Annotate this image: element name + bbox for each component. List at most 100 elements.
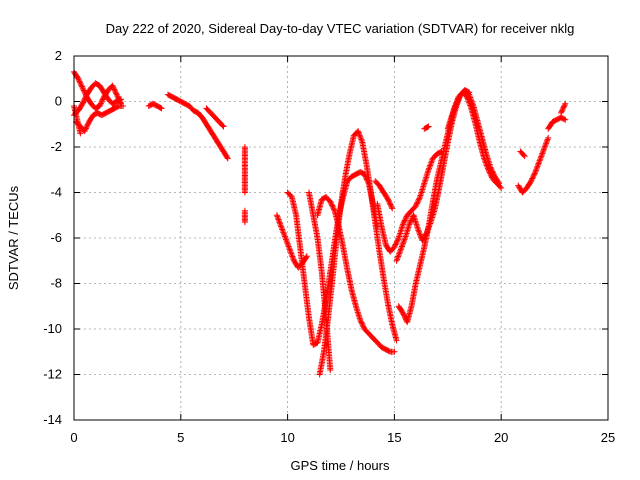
- data-point: [449, 110, 456, 117]
- data-point: [542, 142, 549, 149]
- data-point: [393, 240, 400, 247]
- data-point: [531, 170, 538, 177]
- data-point: [423, 230, 430, 237]
- data-point: [281, 233, 288, 240]
- data-point: [412, 203, 419, 210]
- data-point: [220, 123, 227, 130]
- data-point: [450, 109, 457, 116]
- data-point: [406, 220, 413, 227]
- data-point: [357, 316, 364, 323]
- data-point: [120, 103, 127, 110]
- data-point: [117, 96, 124, 103]
- x-axis-label: GPS time / hours: [291, 458, 390, 473]
- data-point: [530, 172, 537, 179]
- data-point: [75, 77, 82, 84]
- data-point: [327, 366, 334, 373]
- data-point: [281, 232, 288, 239]
- data-point: [287, 249, 294, 256]
- data-point: [286, 244, 293, 251]
- data-point: [284, 240, 291, 247]
- data-point: [396, 249, 403, 256]
- data-point: [398, 244, 405, 251]
- data-point: [415, 227, 422, 234]
- data-point: [426, 223, 433, 230]
- data-point: [533, 166, 540, 173]
- data-point: [84, 122, 91, 129]
- data-point: [544, 136, 551, 143]
- data-point: [528, 178, 535, 185]
- data-point: [219, 122, 226, 129]
- y-tick-label: -4: [50, 185, 62, 200]
- data-point: [274, 213, 281, 220]
- data-point: [283, 237, 290, 244]
- data-point: [330, 206, 337, 213]
- data-point: [327, 199, 334, 206]
- series-arc-21: [444, 87, 473, 132]
- data-point: [357, 135, 364, 142]
- data-point: [535, 161, 542, 168]
- data-point: [466, 93, 473, 100]
- data-point: [426, 165, 433, 172]
- data-point: [81, 96, 88, 103]
- data-point: [398, 243, 405, 250]
- data-point: [535, 160, 542, 167]
- data-point: [408, 217, 415, 224]
- data-point: [391, 244, 398, 251]
- data-point: [536, 159, 543, 166]
- data-point: [158, 105, 165, 112]
- data-point: [558, 109, 565, 116]
- data-point: [520, 151, 527, 158]
- series-arc-20: [393, 87, 503, 264]
- data-point: [289, 254, 296, 261]
- data-point: [496, 180, 503, 187]
- data-point: [541, 144, 548, 151]
- data-point: [357, 318, 364, 325]
- data-point: [224, 155, 231, 162]
- data-point: [327, 198, 334, 205]
- data-point: [402, 214, 409, 221]
- data-point: [275, 216, 282, 223]
- data-point: [399, 221, 406, 228]
- data-point: [77, 80, 84, 87]
- x-tick-label: 0: [70, 430, 77, 445]
- data-point: [111, 87, 118, 94]
- data-point: [385, 197, 392, 204]
- data-point: [425, 123, 432, 130]
- data-point: [427, 220, 434, 227]
- data-point: [112, 89, 119, 96]
- data-point: [273, 212, 280, 219]
- data-point: [77, 130, 84, 137]
- data-point: [110, 85, 117, 92]
- data-point: [395, 253, 402, 260]
- data-point: [80, 87, 87, 94]
- data-point: [82, 126, 89, 133]
- data-point: [540, 146, 547, 153]
- data-point: [388, 204, 395, 211]
- data-point: [278, 223, 285, 230]
- data-point: [559, 107, 566, 114]
- data-point: [425, 166, 432, 173]
- data-points: [71, 68, 569, 378]
- data-point: [415, 197, 422, 204]
- chart-title: Day 222 of 2020, Sidereal Day-to-day VTE…: [106, 21, 575, 36]
- data-point: [533, 164, 540, 171]
- y-tick-label: -2: [50, 139, 62, 154]
- data-point: [561, 102, 568, 109]
- data-point: [468, 97, 475, 104]
- data-point: [392, 242, 399, 249]
- data-point: [387, 201, 394, 208]
- data-point: [559, 105, 566, 112]
- data-point: [78, 82, 85, 89]
- data-point: [111, 86, 118, 93]
- y-axis-label: SDTVAR / TECUs: [6, 185, 21, 290]
- series-arc-10: [241, 207, 248, 226]
- data-point: [355, 129, 362, 136]
- data-point: [224, 154, 231, 161]
- data-point: [469, 100, 476, 107]
- data-point: [356, 132, 363, 139]
- data-point: [109, 82, 116, 89]
- data-point: [97, 101, 104, 108]
- data-point: [562, 116, 569, 123]
- series-arc-09: [241, 144, 248, 196]
